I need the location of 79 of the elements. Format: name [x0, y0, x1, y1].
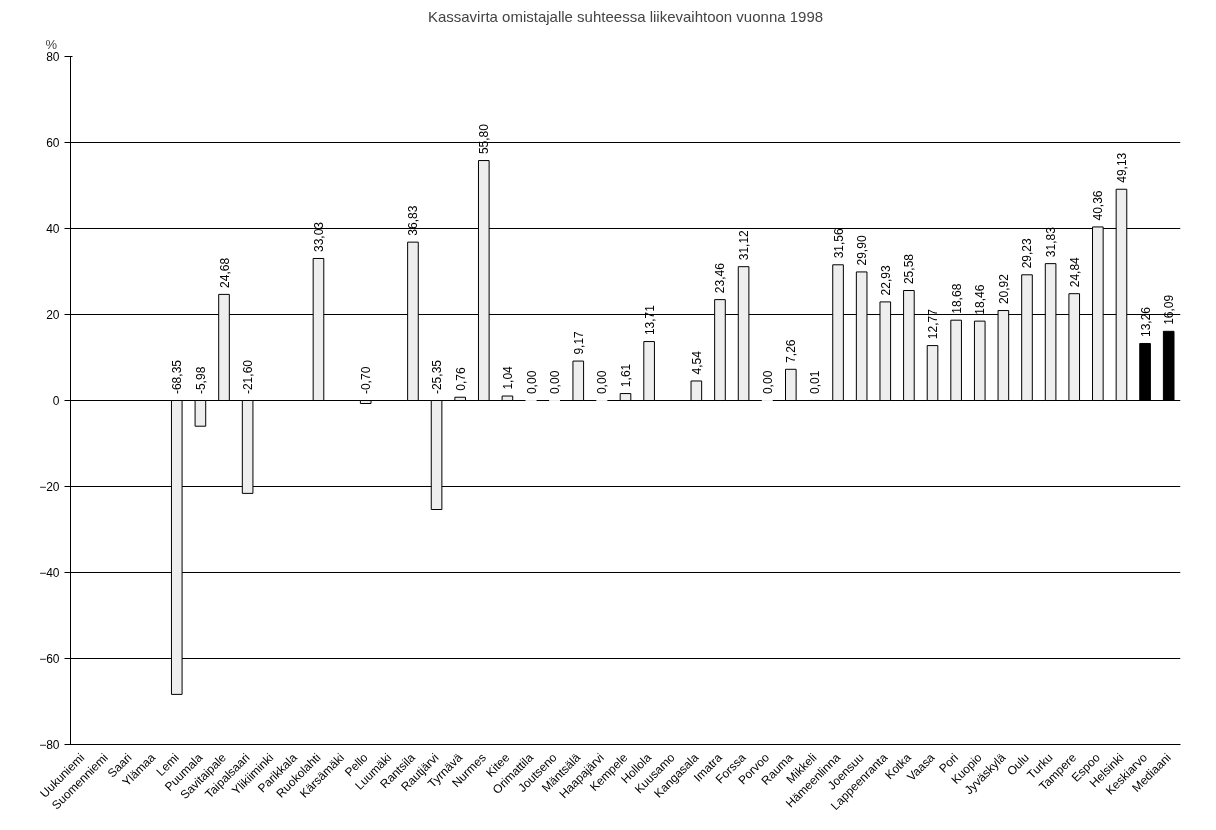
y-tick-label: −20 — [39, 480, 60, 494]
bar — [690, 380, 703, 401]
data-label: 16,09 — [1162, 294, 1177, 325]
bar — [312, 257, 325, 401]
data-label: 18,68 — [949, 283, 964, 314]
data-label: 31,56 — [831, 227, 846, 259]
bar — [855, 271, 868, 401]
bar — [1162, 330, 1175, 401]
data-label: 0,01 — [807, 370, 822, 395]
data-label: 0,00 — [548, 370, 563, 395]
bar — [619, 393, 632, 401]
bar — [218, 293, 230, 401]
bar — [997, 310, 1010, 401]
data-label: 12,77 — [926, 308, 941, 340]
data-label: 36,83 — [406, 205, 421, 236]
bar — [454, 396, 466, 401]
data-label: 20,92 — [996, 273, 1011, 305]
y-tick-label: 20 — [46, 308, 60, 322]
data-label: 25,58 — [902, 253, 917, 285]
data-label: 23,46 — [713, 262, 728, 294]
data-label: 0,00 — [524, 370, 539, 395]
data-label: 18,46 — [973, 284, 988, 315]
bar — [879, 301, 892, 401]
bar — [430, 400, 443, 511]
y-tick-label: −40 — [39, 566, 60, 580]
data-label: 13,71 — [642, 304, 657, 336]
bar — [643, 341, 655, 401]
data-label: 13,26 — [1138, 306, 1153, 338]
data-label: 29,90 — [855, 235, 870, 266]
y-tick-label: 0 — [52, 394, 60, 408]
bar — [926, 345, 939, 401]
data-label: 9,17 — [571, 330, 586, 355]
data-label: 33,03 — [311, 221, 326, 253]
bar — [1021, 274, 1033, 401]
bar — [832, 264, 844, 401]
data-label: 24,84 — [1067, 256, 1082, 288]
data-label: 0,00 — [760, 370, 775, 395]
bar — [407, 241, 419, 401]
y-tick-label: −80 — [39, 738, 60, 752]
data-label: -5,98 — [193, 366, 208, 395]
y-axis-title: % — [45, 36, 58, 52]
bar — [241, 400, 254, 494]
bar — [1068, 293, 1081, 401]
bar — [737, 266, 750, 401]
bar — [477, 160, 490, 401]
data-label: 29,23 — [1020, 238, 1035, 269]
bar — [501, 395, 514, 401]
data-label: 4,54 — [689, 350, 704, 375]
data-label: 40,36 — [1091, 190, 1106, 221]
y-tick-label: 60 — [46, 136, 60, 150]
y-tick-label: 80 — [46, 50, 60, 64]
bar — [714, 299, 726, 401]
data-label: -25,35 — [430, 359, 445, 395]
bar — [1044, 263, 1057, 401]
data-label: 1,61 — [619, 363, 633, 388]
data-label: -68,35 — [170, 359, 185, 395]
bar — [359, 400, 372, 405]
data-label: 1,04 — [500, 365, 515, 390]
bar — [973, 320, 986, 401]
y-tick-label: 40 — [46, 222, 60, 236]
bar — [1115, 188, 1128, 401]
bar — [572, 360, 585, 401]
data-label: -0,70 — [359, 366, 374, 395]
bar — [950, 319, 962, 401]
y-tick-label: −60 — [39, 652, 60, 666]
bar — [903, 290, 915, 401]
data-label: 49,13 — [1114, 152, 1129, 183]
bar — [1092, 226, 1104, 401]
bar — [194, 400, 207, 427]
data-label: 22,93 — [878, 265, 893, 296]
chart-title: Kassavirta omistajalle suhteessa liikevaihtoon vuonna 1998 — [427, 7, 824, 25]
data-label: 24,68 — [217, 257, 232, 288]
data-label: 31,12 — [737, 229, 752, 261]
bar — [785, 368, 797, 401]
data-label: 0,76 — [453, 367, 468, 391]
data-label: 7,26 — [784, 339, 799, 363]
data-label: 0,00 — [595, 370, 610, 395]
data-label: -21,60 — [241, 359, 256, 395]
bar — [1139, 342, 1151, 401]
